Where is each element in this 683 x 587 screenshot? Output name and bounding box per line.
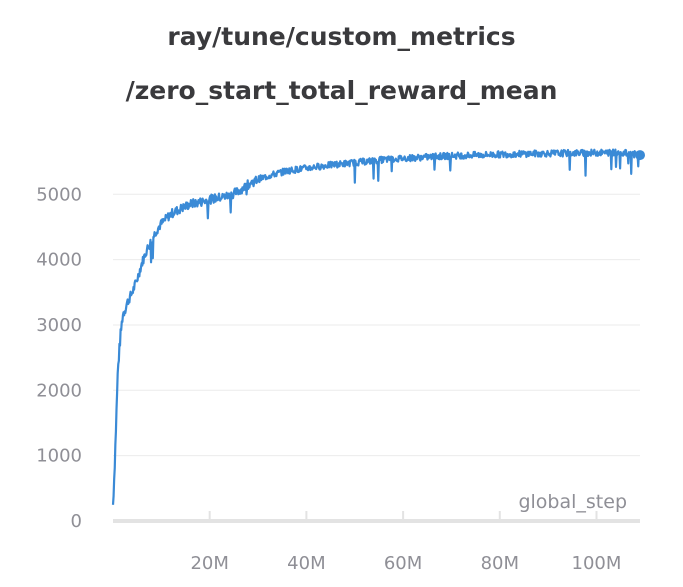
x-tick-label: 40M: [287, 553, 325, 574]
y-tick-label: 1000: [36, 446, 82, 467]
chart-title-line-1: ray/tune/custom_metrics: [167, 22, 516, 51]
chart-title-line-2: /zero_start_total_reward_mean: [125, 76, 558, 105]
y-tick-label: 5000: [36, 184, 82, 205]
series-layer[interactable]: [111, 148, 645, 505]
x-axis-ticks: 20M 40M 60M 80M 100M: [190, 511, 621, 574]
x-tick-label: 20M: [190, 553, 228, 574]
y-tick-label: 0: [71, 511, 82, 532]
x-tick-label: 80M: [481, 553, 519, 574]
grid-lines: [113, 193, 640, 457]
x-axis-label: global_step: [518, 491, 627, 513]
x-tick-label: 100M: [572, 553, 622, 574]
y-tick-label: 3000: [36, 315, 82, 336]
series-line[interactable]: [111, 148, 641, 505]
x-tick-label: 60M: [384, 553, 422, 574]
y-tick-label: 2000: [36, 380, 82, 401]
y-tick-label: 4000: [36, 250, 82, 271]
series-end-point[interactable]: [635, 150, 645, 161]
y-axis-ticks: 0 1000 2000 3000 4000 5000: [36, 184, 82, 532]
